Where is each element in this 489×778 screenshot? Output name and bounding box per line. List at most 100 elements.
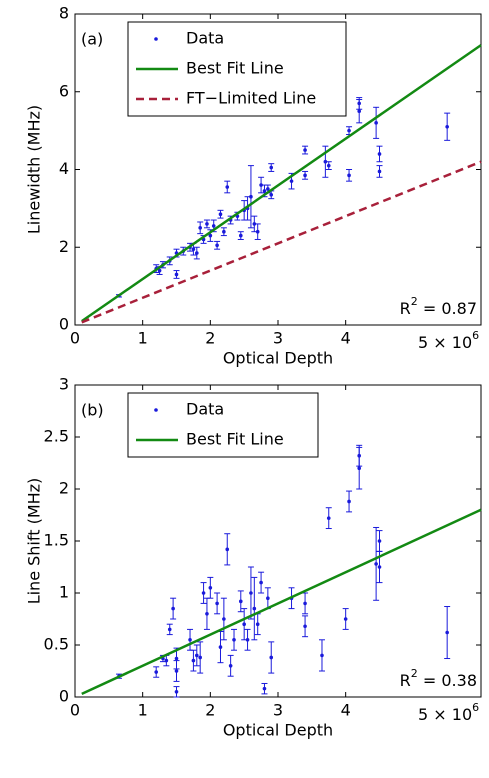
data-point: [174, 690, 179, 694]
y-tick-label: 4: [59, 159, 69, 178]
data-point: [164, 658, 169, 663]
data-point: [445, 630, 449, 635]
data-point: [205, 222, 209, 226]
data-point: [215, 243, 219, 248]
data-point: [188, 638, 192, 642]
data-point: [377, 152, 382, 156]
data-point: [198, 655, 202, 660]
annotation: R2 = 0.38: [400, 667, 477, 690]
fit-line: [81, 44, 482, 323]
panel-label: (b): [81, 401, 104, 420]
data-point: [266, 596, 270, 600]
x-tick-label: 2: [205, 701, 215, 720]
y-tick-label: 3: [59, 375, 69, 394]
annotation-text: = 0.38: [418, 671, 477, 690]
x-tick-label: 2: [205, 329, 215, 348]
legend-box: [127, 392, 319, 458]
data-point: [167, 627, 172, 632]
data-point: [225, 547, 230, 552]
data-point: [232, 638, 236, 642]
legend-label: Data: [186, 400, 224, 419]
data-point: [262, 189, 267, 193]
data-point: [218, 645, 223, 649]
data-point: [347, 128, 351, 133]
data-point: [205, 612, 209, 616]
y-tick-label: 0: [59, 687, 69, 706]
x-axis-label: Optical Depth: [223, 349, 333, 368]
panel-label: (a): [81, 30, 103, 49]
data-point: [259, 183, 263, 187]
data-point: [262, 686, 267, 691]
data-point: [191, 247, 196, 251]
x-scale-label: 5 × 106: [418, 701, 479, 724]
data-point: [225, 185, 230, 189]
data-point: [249, 591, 253, 595]
x-scale-label: 5 × 106: [418, 329, 479, 352]
data-point: [357, 453, 362, 458]
data-point: [320, 653, 324, 658]
x-scale-exponent: 6: [472, 329, 479, 342]
y-tick-label: 8: [59, 4, 69, 23]
data-point: [255, 622, 260, 626]
annotation-base: R: [400, 671, 411, 690]
data-point: [377, 169, 382, 174]
x-scale-base: 5 × 10: [418, 705, 472, 724]
x-tick-label: 3: [273, 701, 283, 720]
x-tick-label: 1: [138, 329, 148, 348]
y-tick-label: 2: [59, 479, 69, 498]
data-point: [174, 272, 179, 277]
data-point: [377, 539, 382, 543]
y-tick-label: 2: [59, 237, 69, 256]
legend-label: FT−Limited Line: [186, 89, 316, 108]
data-point: [228, 664, 233, 668]
data-point: [208, 233, 213, 238]
x-tick-label: 0: [70, 329, 80, 348]
x-scale-exponent: 6: [472, 701, 479, 714]
data-point: [238, 233, 243, 238]
legend-marker: [154, 408, 158, 412]
data-point: [252, 606, 257, 611]
y-axis-label: Linewidth (MHz): [25, 105, 44, 234]
data-point: [218, 212, 223, 217]
data-point: [266, 187, 270, 191]
y-tick-label: 1: [59, 583, 69, 602]
data-point: [208, 586, 213, 590]
legend-label: Data: [186, 29, 224, 48]
y-tick-label: 0.5: [44, 635, 69, 654]
x-axis-label: Optical Depth: [223, 721, 333, 740]
annotation-exponent: 2: [411, 295, 418, 308]
data-point: [347, 173, 351, 178]
annotation-text: = 0.87: [418, 299, 477, 318]
data-point: [303, 624, 307, 629]
data-point: [326, 516, 331, 520]
data-point: [326, 163, 331, 168]
data-point: [445, 124, 449, 129]
data-point: [252, 222, 257, 226]
data-point: [174, 669, 179, 673]
annotation: R2 = 0.87: [400, 295, 477, 318]
data-point: [195, 251, 199, 255]
data-point: [201, 591, 206, 595]
data-point: [195, 653, 199, 658]
data-point: [269, 165, 274, 170]
data-point: [249, 194, 253, 199]
x-tick-label: 1: [138, 701, 148, 720]
data-point: [357, 109, 362, 113]
data-point: [191, 658, 196, 663]
data-point: [222, 229, 226, 234]
dashed-line: [81, 160, 482, 324]
annotation-base: R: [400, 299, 411, 318]
data-point: [269, 192, 274, 197]
data-point: [157, 268, 162, 273]
data-point: [269, 655, 274, 660]
legend-label: Best Fit Line: [186, 59, 284, 78]
y-tick-label: 1.5: [44, 531, 69, 550]
y-tick-label: 0: [59, 315, 69, 334]
x-tick-label: 4: [341, 701, 351, 720]
data-point: [343, 617, 348, 621]
data-point: [347, 499, 351, 504]
data-point: [255, 229, 260, 234]
data-point: [259, 580, 263, 585]
x-scale-base: 5 × 10: [418, 333, 472, 352]
